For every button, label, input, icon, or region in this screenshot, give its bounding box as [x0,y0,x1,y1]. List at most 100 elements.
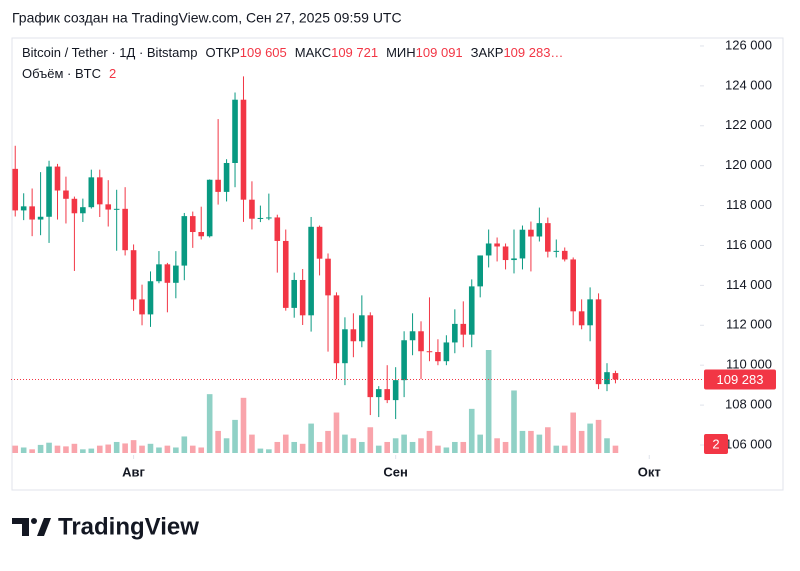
y-tick-label: 122 000 [725,117,772,132]
volume-bar [384,441,391,453]
candle-body [130,250,137,300]
candle-body [409,331,416,341]
candle-body [12,168,19,211]
legend-close: 109 283… [503,45,563,60]
brand: TradingView [58,513,199,540]
candle-body [29,206,35,220]
volume-bar [291,441,298,453]
candle-body [240,99,247,200]
candle-body [426,351,433,353]
volume-bar [105,444,112,453]
y-tick-label: 108 000 [725,397,772,412]
candle-body [359,315,365,342]
volume-bar [452,441,458,453]
volume-bar [350,438,357,453]
volume-bar [401,434,407,453]
volume-legend-label: Объём · BTC [22,66,101,81]
candle-body [80,207,86,214]
candle-body [342,329,348,364]
volume-bar [587,423,593,453]
volume-bar [595,419,602,453]
candle-body [20,206,27,211]
candle-body [71,198,78,214]
volume-bar [71,443,78,453]
volume-bar [206,394,213,453]
candle-body [316,226,323,259]
x-tick-label: Авг [122,464,145,479]
candle-body [595,299,602,385]
volume-bar [46,442,52,453]
volume-bar [612,445,619,453]
chart-frame [11,37,784,491]
legend-symbol: Bitcoin / Tether · 1Д · Bitstamp [22,45,197,60]
volume-bar [359,441,365,453]
volume-bar [485,350,492,453]
candle-body [570,259,576,312]
candle-body [460,323,467,335]
legend: Bitcoin / Tether · 1Д · Bitstamp ОТКР109 … [22,45,563,60]
candle-body [384,389,391,401]
volume-bar [249,434,255,453]
volume-bar [223,438,230,453]
y-tick-label: 116 000 [726,237,772,252]
volume-bar [418,438,424,453]
legend-low-label: МИН [386,45,416,60]
candle-body [545,223,551,252]
volume-bar [325,430,331,453]
candle-body [139,299,145,315]
volume-bar [122,443,128,453]
volume-bar [29,449,35,453]
volume-bar [189,445,196,453]
candle-body [528,229,534,237]
volume-bar [578,430,585,453]
y-tick-label: 118 000 [726,197,772,212]
volume-bar [215,430,221,453]
volume-bar [308,423,314,453]
candle-body [587,299,593,326]
candle-body [553,250,560,252]
volume-bar [511,390,517,453]
volume-bar [37,444,44,453]
volume-bar [435,445,441,453]
last-price-badge [704,369,776,390]
volume-bar [519,430,526,453]
candle-body [189,216,196,233]
candle-body [46,166,52,217]
volume-bar [299,443,306,453]
volume-bar [156,447,162,453]
candle-body [113,208,120,210]
candle-body [561,250,568,260]
y-tick-label: 124 000 [725,77,772,92]
candle-body [511,258,517,261]
candle-body [274,217,281,241]
candle-body [215,179,221,192]
candle-body [63,190,69,199]
volume-badge-label: 2 [712,436,719,451]
volume-bar [392,438,399,453]
candle-body [232,99,238,163]
volume-bar [274,441,281,453]
candle-body [443,342,450,362]
candle-body [519,229,526,259]
candle-body [477,255,483,287]
volume-bar [240,397,247,453]
y-tick-label: 126 000 [725,37,772,52]
candle-body [164,264,171,283]
volume-bar [63,446,69,453]
candle-body [612,373,619,380]
volume-bar [113,441,120,453]
volume-bar [333,412,340,453]
candle-body [122,208,128,251]
y-tick-label: 114 000 [726,277,772,292]
y-tick-label: 120 000 [725,157,772,172]
volume-bar [460,441,467,453]
candle-body [156,264,162,282]
volume-bar [375,445,382,453]
x-tick-label: Окт [638,464,661,479]
volume-bar [502,441,509,453]
volume-bar [232,419,238,453]
candle-body [249,199,255,219]
candle-body [502,246,509,261]
candle-body [96,177,103,205]
